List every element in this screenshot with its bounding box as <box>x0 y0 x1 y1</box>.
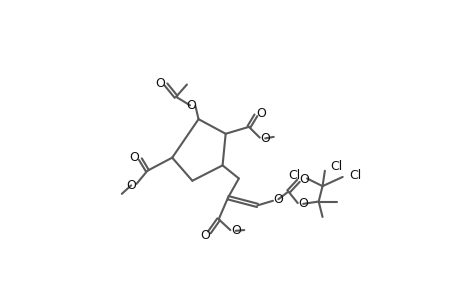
Text: Cl: Cl <box>348 169 360 182</box>
Text: O: O <box>256 107 266 120</box>
Text: O: O <box>129 151 139 164</box>
Text: O: O <box>230 224 240 237</box>
Text: O: O <box>273 193 283 206</box>
Text: O: O <box>297 197 308 210</box>
Text: O: O <box>126 179 136 192</box>
Text: O: O <box>199 229 209 242</box>
Text: Cl: Cl <box>288 169 300 182</box>
Text: O: O <box>155 77 165 90</box>
Text: O: O <box>260 132 269 145</box>
Text: O: O <box>185 99 196 112</box>
Text: Cl: Cl <box>330 160 342 173</box>
Text: O: O <box>298 173 308 186</box>
